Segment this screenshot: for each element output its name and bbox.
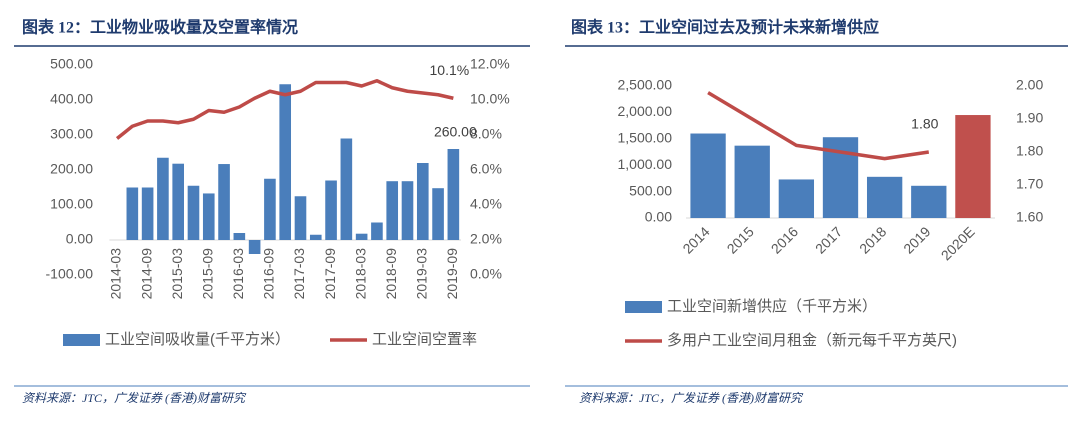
chart-title: 图表 13：工业空间过去及预计未来新增供应: [571, 18, 879, 37]
bar: [401, 181, 414, 240]
data-label: 1.80: [911, 116, 938, 132]
bar: [141, 187, 154, 240]
bar: [218, 164, 230, 240]
legend-swatch: [63, 334, 100, 346]
x-tick-label: 2019-03: [413, 248, 429, 300]
y-tick-label: 500.00: [50, 56, 93, 72]
bar: [279, 84, 292, 240]
y2-tick-label: 1.60: [1016, 209, 1043, 225]
bar: [126, 187, 139, 240]
bar: [955, 115, 991, 218]
bar: [340, 138, 353, 240]
y-tick-label: 100.00: [50, 196, 93, 212]
bar: [447, 149, 460, 240]
y2-tick-label: 8.0%: [470, 126, 502, 142]
bar: [690, 133, 726, 218]
y-tick-label: 1,000.00: [618, 156, 673, 172]
legend-label: 工业空间新增供应（千平方米）: [667, 297, 877, 315]
bar: [778, 179, 815, 218]
y-tick-label: 0.00: [66, 231, 93, 247]
y-tick-label: 300.00: [50, 126, 93, 142]
line: [707, 91, 930, 161]
y2-tick-label: 1.70: [1016, 176, 1043, 192]
bar: [233, 233, 246, 240]
x-tick-label: 2016-09: [261, 248, 277, 300]
data-label: 260.00: [434, 124, 477, 140]
x-tick-label: 2017-03: [291, 248, 307, 300]
bar: [734, 145, 770, 218]
bar: [325, 180, 337, 240]
x-tick-label: 2018: [856, 223, 889, 256]
bar: [866, 176, 903, 218]
y2-tick-label: 0.0%: [470, 266, 502, 282]
y-tick-label: -100.00: [46, 266, 94, 282]
x-tick-label: 2016: [768, 223, 801, 256]
bar: [187, 185, 200, 240]
data-label: 10.1%: [430, 62, 470, 78]
bar: [157, 157, 169, 240]
y2-tick-label: 2.00: [1016, 77, 1043, 93]
bar: [371, 222, 383, 240]
bar: [386, 181, 399, 240]
x-tick-label: 2014: [679, 223, 712, 256]
bar: [309, 234, 322, 240]
source: 资料来源：JTC，广发证券 (香港)财富研究: [579, 391, 804, 405]
y-tick-label: 200.00: [50, 161, 93, 177]
y-tick-label: 1,500.00: [618, 130, 673, 146]
y-tick-label: 2,000.00: [618, 103, 673, 119]
line: [115, 79, 454, 140]
legend-label: 工业空间空置率: [372, 331, 477, 348]
bar: [294, 196, 307, 240]
y2-tick-label: 4.0%: [470, 196, 502, 212]
bar: [264, 178, 276, 240]
y-tick-label: 400.00: [50, 91, 93, 107]
y2-tick-label: 12.0%: [470, 56, 510, 72]
bar: [355, 233, 368, 240]
y-tick-label: 500.00: [629, 182, 672, 198]
x-tick-label: 2020E: [938, 223, 978, 263]
x-tick-label: 2015-03: [169, 248, 185, 300]
y2-tick-label: 10.0%: [470, 91, 510, 107]
x-tick-label: 2017: [812, 223, 845, 256]
bar: [172, 163, 185, 240]
y-tick-label: 0.00: [645, 209, 672, 225]
x-tick-label: 2019: [900, 223, 933, 256]
source: 资料来源：JTC，广发证券 (香港)财富研究: [22, 391, 247, 405]
y2-tick-label: 1.90: [1016, 110, 1043, 126]
x-tick-label: 2019-09: [444, 248, 460, 300]
legend-swatch: [625, 301, 662, 313]
x-tick-label: 2015: [724, 223, 757, 256]
x-tick-label: 2015-09: [199, 248, 215, 300]
bar: [416, 163, 429, 240]
y2-tick-label: 6.0%: [470, 161, 502, 177]
bar: [248, 240, 261, 254]
x-tick-label: 2014-09: [138, 248, 154, 300]
y2-tick-label: 1.80: [1016, 143, 1043, 159]
y-tick-label: 2,500.00: [618, 77, 673, 93]
x-tick-label: 2016-03: [230, 248, 246, 300]
bar: [432, 188, 444, 240]
legend-label: 工业空间吸收量(千平方米）: [105, 331, 290, 348]
x-tick-label: 2018-03: [352, 248, 368, 300]
x-tick-label: 2014-03: [108, 248, 124, 300]
x-tick-label: 2018-09: [383, 248, 399, 300]
legend-label: 多用户工业空间月租金（新元每千平方英尺): [667, 331, 957, 349]
chart-title: 图表 12：工业物业吸收量及空置率情况: [22, 18, 298, 37]
bar: [911, 185, 947, 218]
x-tick-label: 2017-09: [322, 248, 338, 300]
bar: [202, 193, 215, 240]
y2-tick-label: 2.0%: [470, 231, 502, 247]
